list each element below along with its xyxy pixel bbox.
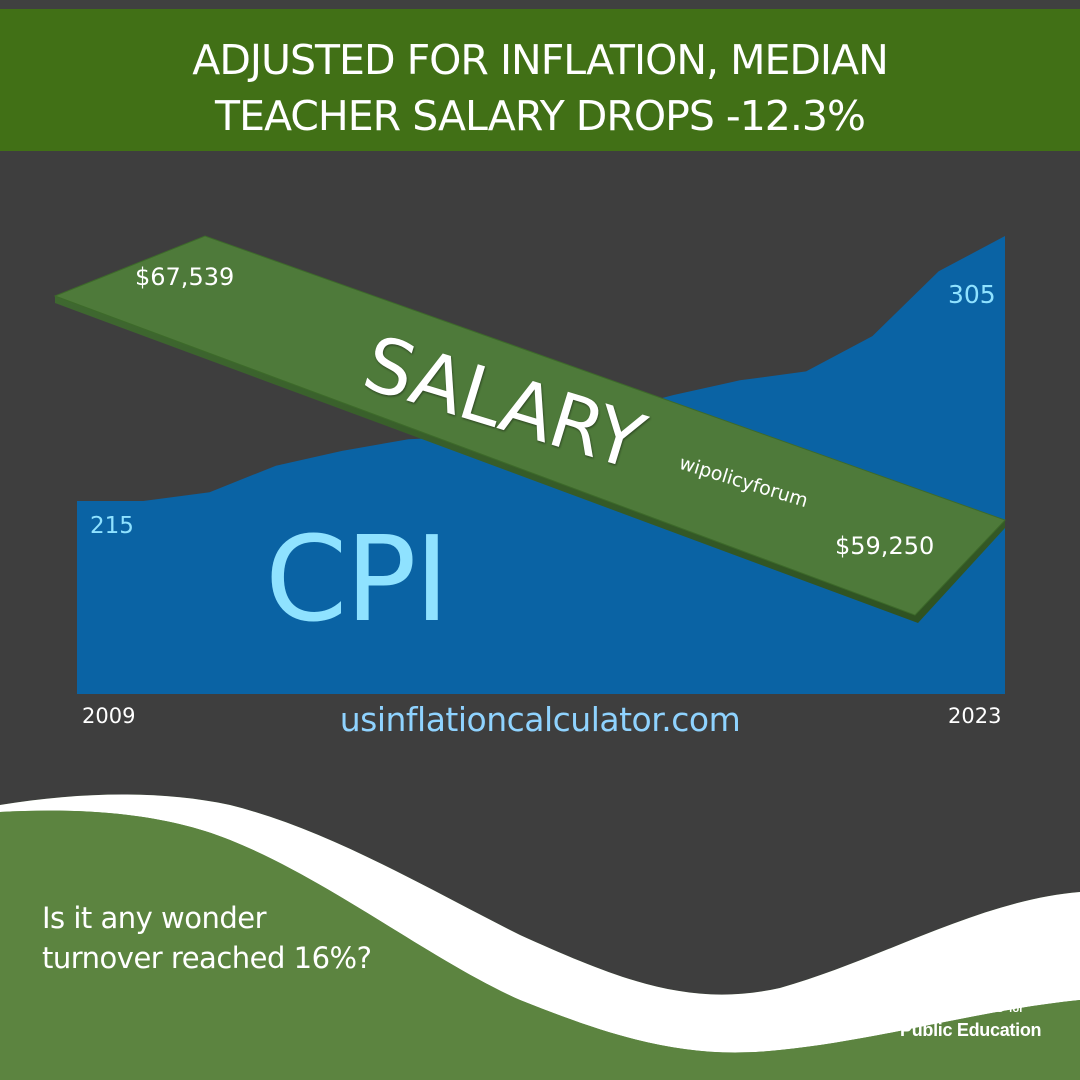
- logo-line-2-main: Advocates: [928, 999, 1004, 1016]
- question-text: Is it any wonder turnover reached 16%?: [42, 901, 372, 975]
- bottom-green-lower: [0, 810, 1080, 1080]
- title-line-2: TEACHER SALARY DROPS -12.3%: [215, 92, 866, 140]
- cpi-end-value-label: 305: [948, 280, 996, 309]
- logo-line-3: Public Education: [900, 1020, 1042, 1040]
- title-line-1: ADJUSTED FOR INFLATION, MEDIAN: [192, 36, 888, 84]
- logo-line-1: Fox Cities: [950, 982, 1022, 999]
- x-tick-label-start: 2009: [82, 704, 136, 728]
- bottom-white-wave: [0, 794, 1080, 1080]
- title-banner: ADJUSTED FOR INFLATION, MEDIAN TEACHER S…: [0, 9, 1080, 151]
- cpi-start-value-label: 215: [90, 513, 134, 539]
- organization-logo: Fox Cities Advocates for Public Education: [900, 976, 1060, 1056]
- logo-line-2-small: for: [1008, 1003, 1024, 1015]
- logo-line-2: Advocates for: [928, 999, 1024, 1016]
- cpi-series-label: CPI: [265, 510, 449, 648]
- x-tick-label-end: 2023: [948, 704, 1002, 728]
- salary-ribbon: [53, 235, 1006, 624]
- apple-logo-icon: [902, 979, 931, 1016]
- salary-ribbon-face: [53, 235, 1006, 616]
- salary-start-value-label: $67,539: [135, 263, 235, 291]
- source-label: usinflationcalculator.com: [339, 700, 741, 739]
- top-strip: [0, 0, 1080, 9]
- salary-end-value-label: $59,250: [835, 532, 935, 560]
